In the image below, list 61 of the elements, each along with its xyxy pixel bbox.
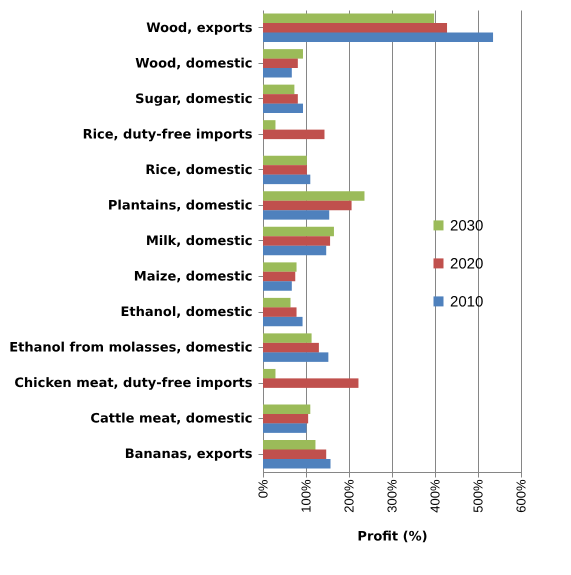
bar xyxy=(263,316,303,326)
x-tick-label: 100% xyxy=(298,479,314,513)
bar xyxy=(263,156,307,166)
y-tick-label: Maize, domestic xyxy=(134,270,252,285)
bar xyxy=(263,298,291,308)
bar xyxy=(263,414,308,424)
bar xyxy=(263,130,324,140)
bar xyxy=(263,49,303,59)
bar xyxy=(263,352,328,362)
bar xyxy=(263,378,358,388)
y-tick-label: Ethanol from molasses, domestic xyxy=(9,340,252,356)
bar xyxy=(263,307,297,317)
bar xyxy=(263,14,434,24)
y-tick-label: Chicken meat, duty-free imports xyxy=(14,376,253,392)
legend-label: 2030 xyxy=(450,217,484,234)
bar xyxy=(263,32,494,42)
bar xyxy=(263,191,364,201)
bar xyxy=(263,449,326,459)
x-tick-label: 500% xyxy=(470,479,486,513)
bar xyxy=(263,236,330,246)
y-tick-label: Cattle meat, domestic xyxy=(90,412,252,427)
x-tick-label: 400% xyxy=(428,479,442,513)
bar xyxy=(263,246,326,256)
y-tick-label: Ethanol, domestic xyxy=(120,305,252,320)
bar xyxy=(263,120,276,130)
y-tick-label: Bananas, exports xyxy=(124,447,253,462)
bar xyxy=(263,333,312,343)
y-tick-label: Wood, exports xyxy=(146,20,253,36)
bar xyxy=(263,210,330,220)
x-axis-title: Profit (%) xyxy=(357,530,428,545)
bar xyxy=(263,94,298,104)
x-tick-label: 300% xyxy=(384,479,400,513)
bar xyxy=(263,272,296,282)
bar xyxy=(263,262,297,272)
legend-label: 2020 xyxy=(450,255,484,272)
y-tick-label: Rice, duty-free imports xyxy=(82,127,253,142)
bar xyxy=(263,200,352,210)
y-tick-label: Rice, domestic xyxy=(145,162,252,178)
bar xyxy=(263,281,292,291)
legend-label: 2010 xyxy=(450,293,484,310)
bar xyxy=(263,84,294,94)
x-tick-label: 200% xyxy=(342,479,356,513)
bar xyxy=(263,58,298,68)
bar xyxy=(263,368,276,378)
y-tick-label: Wood, domestic xyxy=(135,56,252,72)
bar xyxy=(263,23,448,33)
y-tick-label: Sugar, domestic xyxy=(135,92,252,107)
x-tick-label: 600% xyxy=(514,479,528,513)
bar xyxy=(263,423,306,433)
bar xyxy=(263,174,310,184)
bar xyxy=(263,440,316,450)
x-tick-label: 0% xyxy=(256,479,270,498)
y-tick-label: Milk, domestic xyxy=(146,234,252,249)
bar xyxy=(263,404,310,414)
bar xyxy=(263,165,307,175)
bar xyxy=(263,104,303,114)
bar xyxy=(263,68,292,78)
bar xyxy=(263,458,331,468)
y-tick-label: Plantains, domestic xyxy=(108,198,252,214)
bar xyxy=(263,342,319,352)
bar xyxy=(263,226,334,236)
